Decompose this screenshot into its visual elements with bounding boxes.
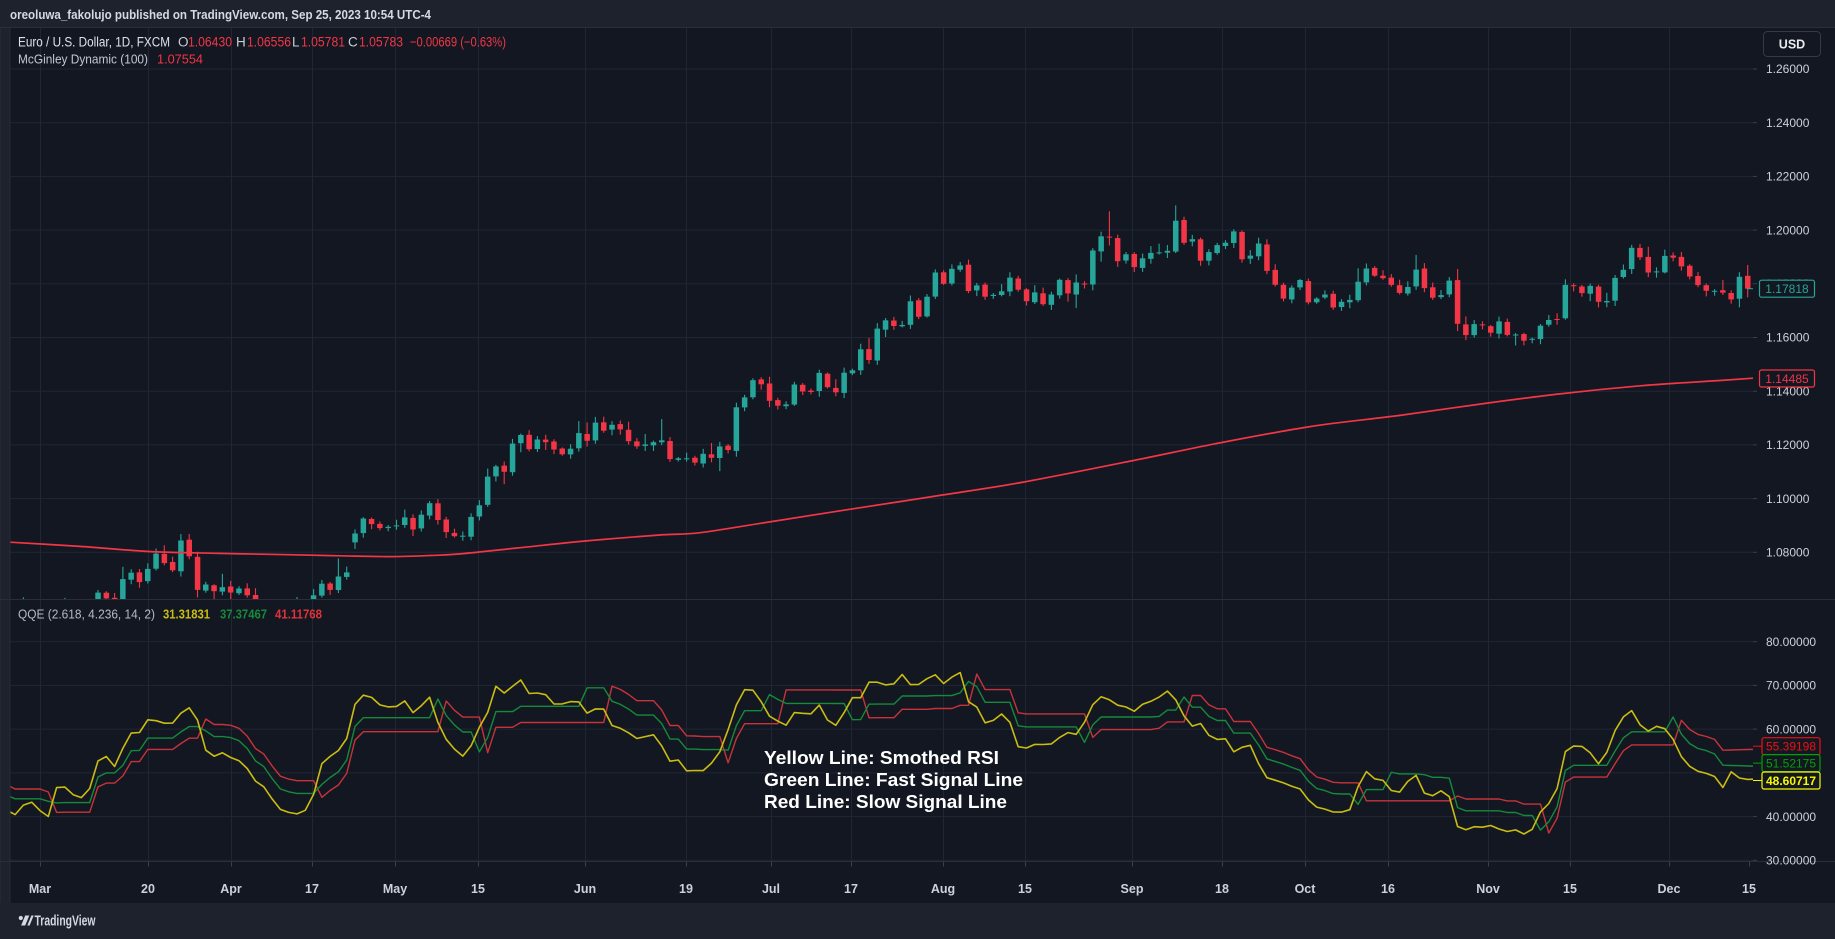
svg-text:Sep: Sep [1121, 882, 1144, 896]
svg-text:31.31831: 31.31831 [163, 607, 210, 622]
svg-text:Jul: Jul [762, 882, 780, 896]
svg-text:1.16000: 1.16000 [1766, 331, 1810, 345]
svg-text:Aug: Aug [931, 882, 955, 896]
svg-text:1.06556: 1.06556 [247, 35, 291, 50]
svg-text:30.00000: 30.00000 [1766, 854, 1816, 868]
svg-text:1.05783: 1.05783 [359, 35, 403, 50]
svg-text:17: 17 [844, 882, 858, 896]
svg-text:Dec: Dec [1658, 882, 1681, 896]
svg-text:15: 15 [1563, 882, 1577, 896]
svg-text:Euro / U.S. Dollar, 1D, FXCM: Euro / U.S. Dollar, 1D, FXCM [18, 35, 170, 50]
svg-text:Yellow Line: Smothed RSI: Yellow Line: Smothed RSI [764, 747, 999, 768]
svg-text:41.11768: 41.11768 [275, 607, 322, 622]
svg-text:1.14000: 1.14000 [1766, 384, 1810, 398]
svg-text:51.52175: 51.52175 [1766, 756, 1816, 770]
svg-text:55.39198: 55.39198 [1766, 740, 1816, 754]
svg-text:Oct: Oct [1295, 882, 1317, 896]
svg-text:80.00000: 80.00000 [1766, 635, 1816, 649]
svg-text:Mar: Mar [29, 882, 51, 896]
svg-text:15: 15 [1018, 882, 1032, 896]
svg-text:H: H [236, 35, 246, 50]
svg-text:1.06430: 1.06430 [188, 35, 232, 50]
svg-text:May: May [383, 882, 407, 896]
svg-text:Green Line: Fast Signal Line: Green Line: Fast Signal Line [764, 769, 1023, 790]
svg-text:1.10000: 1.10000 [1766, 492, 1810, 506]
svg-text:TradingView: TradingView [35, 913, 96, 930]
svg-text:20: 20 [141, 882, 155, 896]
svg-text:1.26000: 1.26000 [1766, 62, 1810, 76]
svg-text:1.07554: 1.07554 [157, 52, 203, 67]
svg-text:15: 15 [471, 882, 485, 896]
svg-text:15: 15 [1742, 882, 1756, 896]
svg-text:18: 18 [1215, 882, 1229, 896]
svg-text:L: L [292, 35, 300, 50]
svg-text:−0.00669 (−0.63%): −0.00669 (−0.63%) [410, 35, 506, 50]
svg-text:70.00000: 70.00000 [1766, 679, 1816, 693]
svg-text:QQE (2.618, 4.236, 14, 2): QQE (2.618, 4.236, 14, 2) [18, 607, 155, 622]
svg-text:37.37467: 37.37467 [220, 607, 267, 622]
svg-text:Jun: Jun [574, 882, 596, 896]
svg-text:60.00000: 60.00000 [1766, 722, 1816, 736]
svg-text:USD: USD [1779, 38, 1805, 52]
svg-text:1.05781: 1.05781 [301, 35, 345, 50]
svg-text:1.22000: 1.22000 [1766, 170, 1810, 184]
svg-text:O: O [178, 35, 189, 50]
svg-text:C: C [348, 35, 358, 50]
svg-text:1.20000: 1.20000 [1766, 223, 1810, 237]
svg-text:40.00000: 40.00000 [1766, 810, 1816, 824]
svg-text:19: 19 [679, 882, 693, 896]
svg-text:16: 16 [1381, 882, 1395, 896]
svg-text:Nov: Nov [1476, 882, 1500, 896]
svg-text:oreoluwa_fakolujo published on: oreoluwa_fakolujo published on TradingVi… [10, 7, 432, 22]
svg-text:Red Line: Slow Signal Line: Red Line: Slow Signal Line [764, 791, 1007, 812]
svg-text:17: 17 [305, 882, 319, 896]
svg-text:1.12000: 1.12000 [1766, 438, 1810, 452]
svg-text:Apr: Apr [220, 882, 242, 896]
svg-text:1.08000: 1.08000 [1766, 546, 1810, 560]
svg-text:1.17818: 1.17818 [1765, 282, 1809, 296]
svg-text:1.14485: 1.14485 [1765, 372, 1809, 386]
svg-text:McGinley Dynamic (100): McGinley Dynamic (100) [18, 52, 148, 67]
svg-text:48.60717: 48.60717 [1766, 774, 1816, 788]
svg-text:1.24000: 1.24000 [1766, 116, 1810, 130]
